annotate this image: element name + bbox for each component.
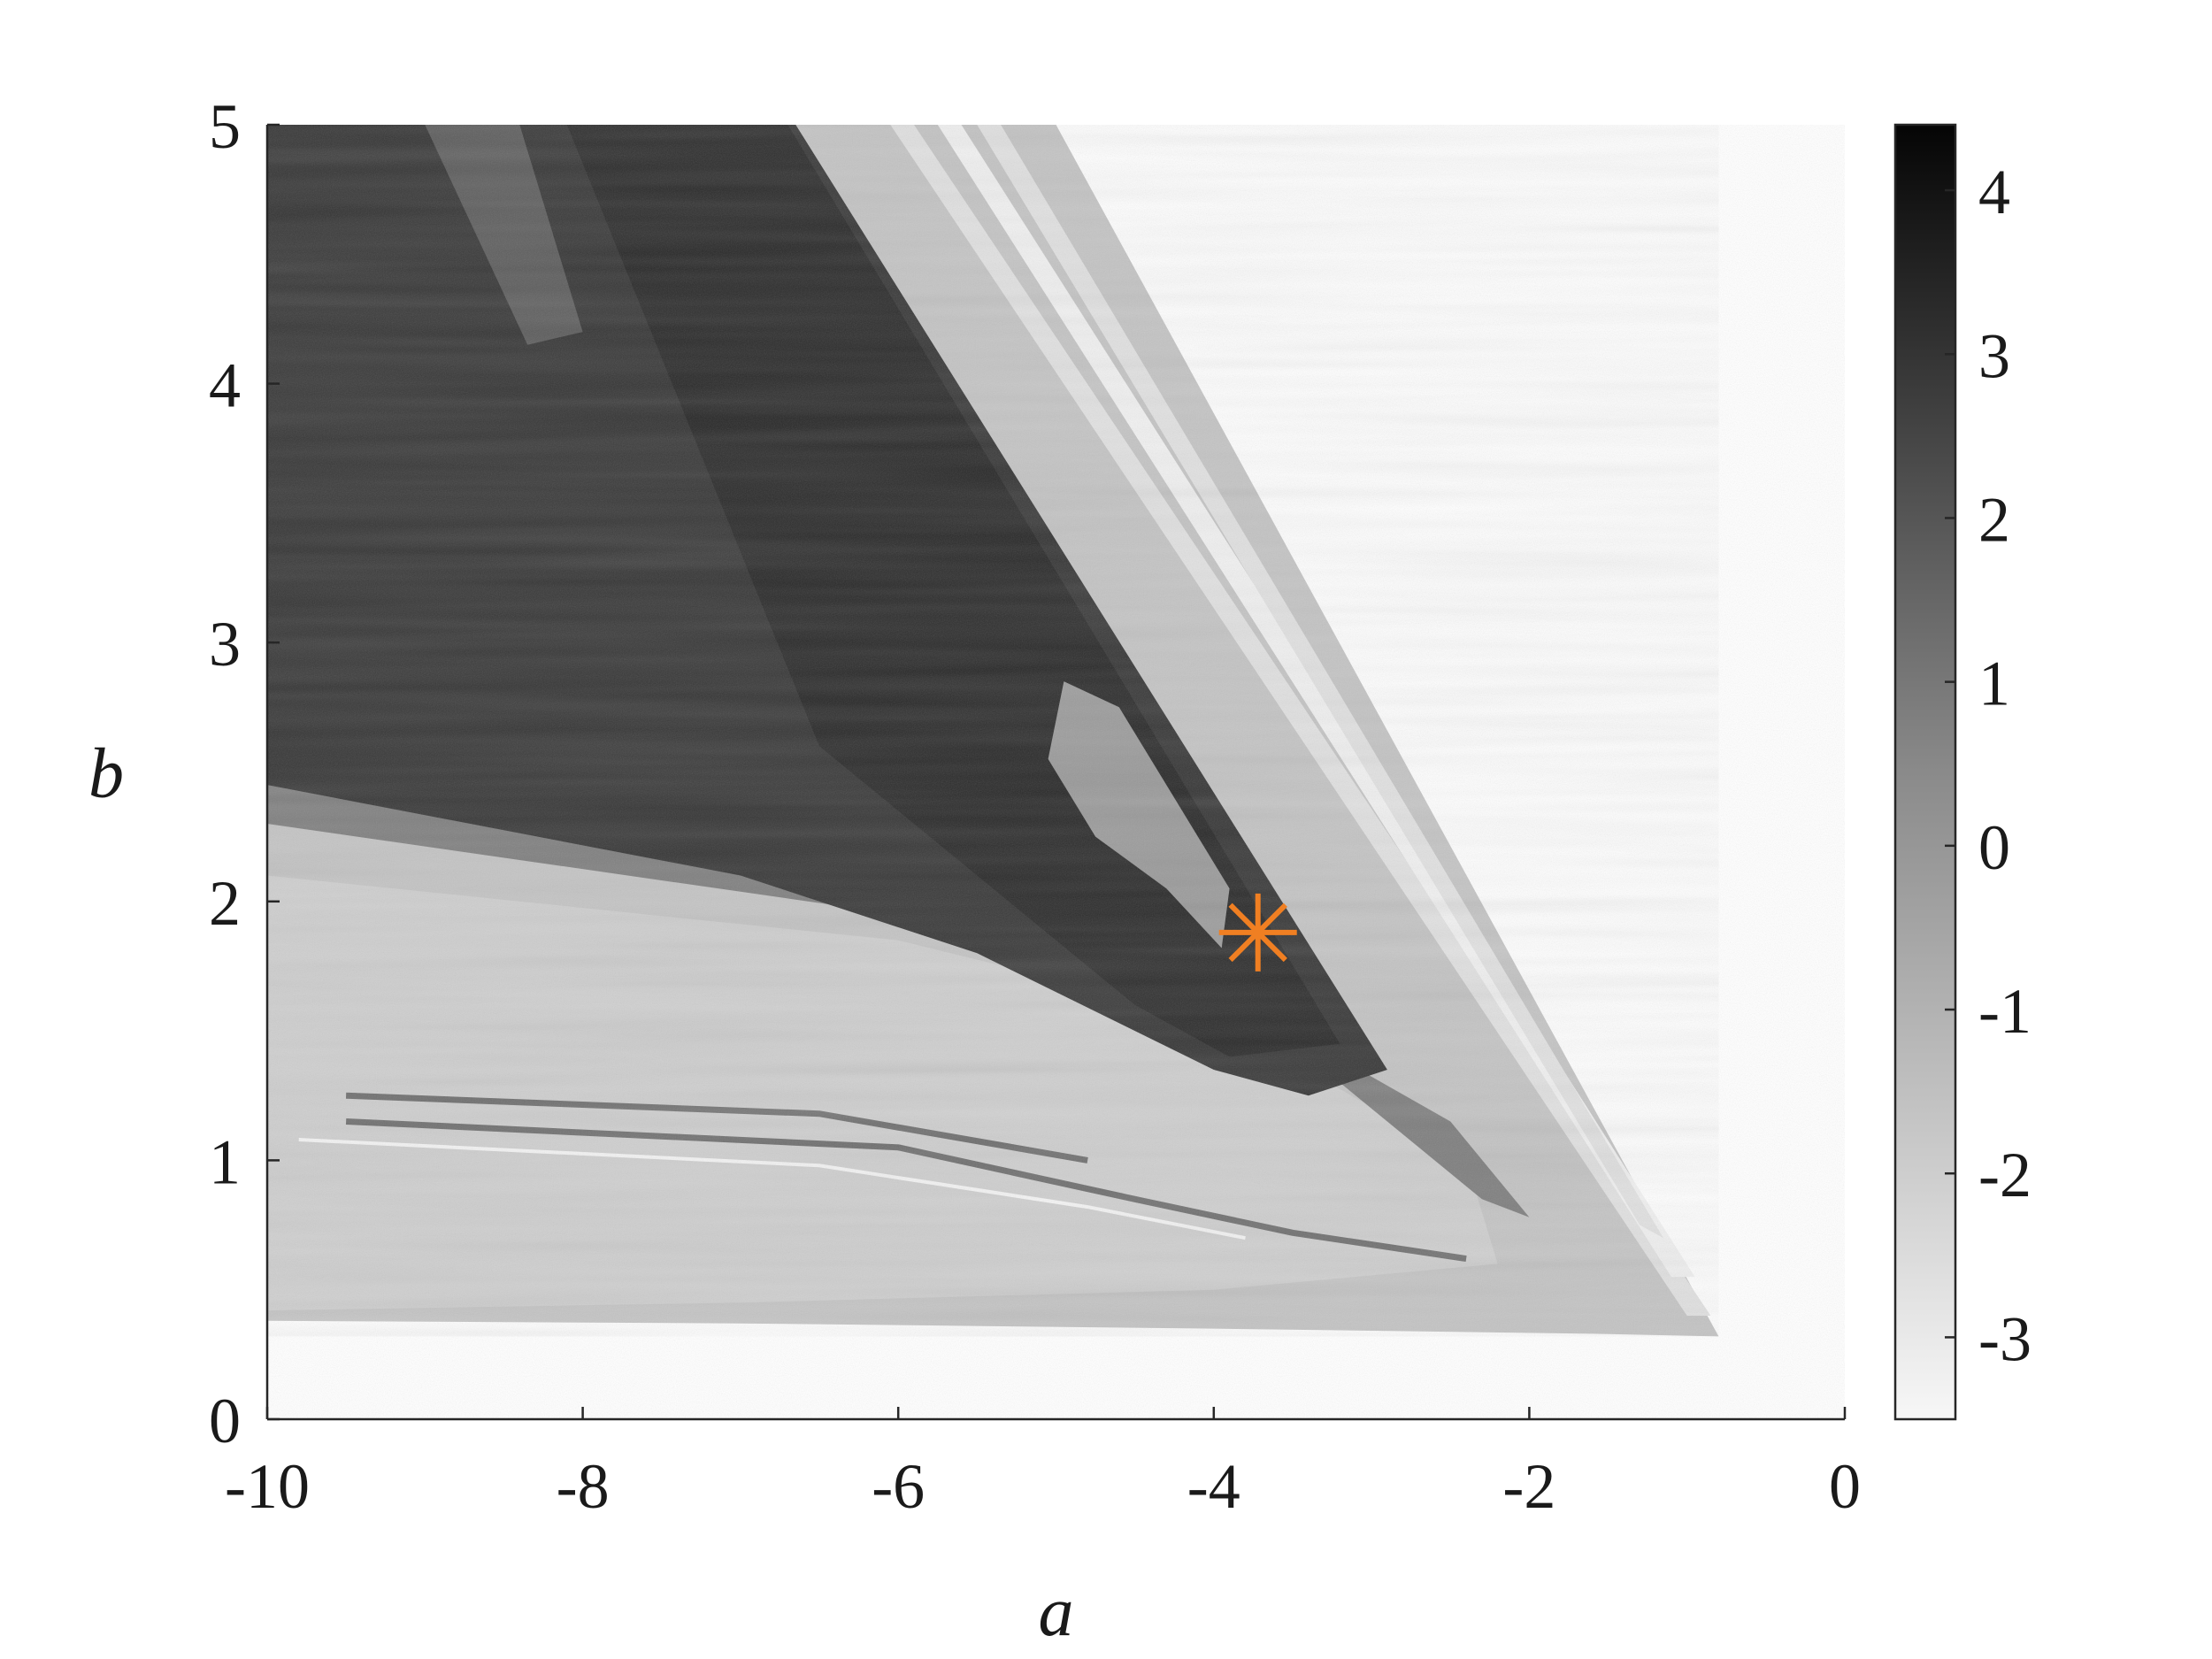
x-tick-label: -10 <box>225 1451 310 1522</box>
x-tick-label: 0 <box>1829 1451 1861 1522</box>
y-axis-label: b <box>88 735 124 813</box>
heatmap-layer <box>267 125 1845 1419</box>
asterisk-stroke <box>1228 902 1287 963</box>
colorbar-tick-label: -1 <box>1978 976 2032 1047</box>
colorbar-tick-label: 0 <box>1978 812 2010 883</box>
colorbar-tick-label: 3 <box>1978 320 2010 391</box>
colorbar-tick-label: 1 <box>1978 649 2010 719</box>
y-tick-label: 5 <box>209 91 241 162</box>
y-tick-label: 0 <box>209 1386 241 1456</box>
asterisk-marker <box>1218 893 1297 972</box>
colorbar-tick-label: 4 <box>1978 157 2010 227</box>
marker-layer <box>1218 893 1297 972</box>
x-ticks: -10 -8 -6 -4 -2 0 <box>225 1407 1861 1522</box>
x-tick-label: -4 <box>1187 1451 1240 1522</box>
x-axis-label: a <box>1039 1573 1074 1651</box>
x-tick-label: -6 <box>872 1451 925 1522</box>
y-ticks: 0 1 2 3 4 5 <box>209 91 280 1456</box>
colorbar-tick-label: -2 <box>1978 1140 2032 1210</box>
colorbar-tick-label: 2 <box>1978 484 2010 555</box>
colorbar-gradient <box>1893 123 1957 1421</box>
y-tick-label: 4 <box>209 350 241 421</box>
x-tick-label: -8 <box>557 1451 610 1522</box>
y-tick-label: 3 <box>209 609 241 680</box>
colorbar: -3 -2 -1 0 1 2 3 4 <box>1893 123 2032 1421</box>
y-tick-label: 1 <box>209 1126 241 1197</box>
y-tick-label: 2 <box>209 868 241 939</box>
colorbar-tick-label: -3 <box>1978 1303 2032 1374</box>
streak-texture <box>267 125 1719 1337</box>
x-tick-label: -2 <box>1502 1451 1555 1522</box>
